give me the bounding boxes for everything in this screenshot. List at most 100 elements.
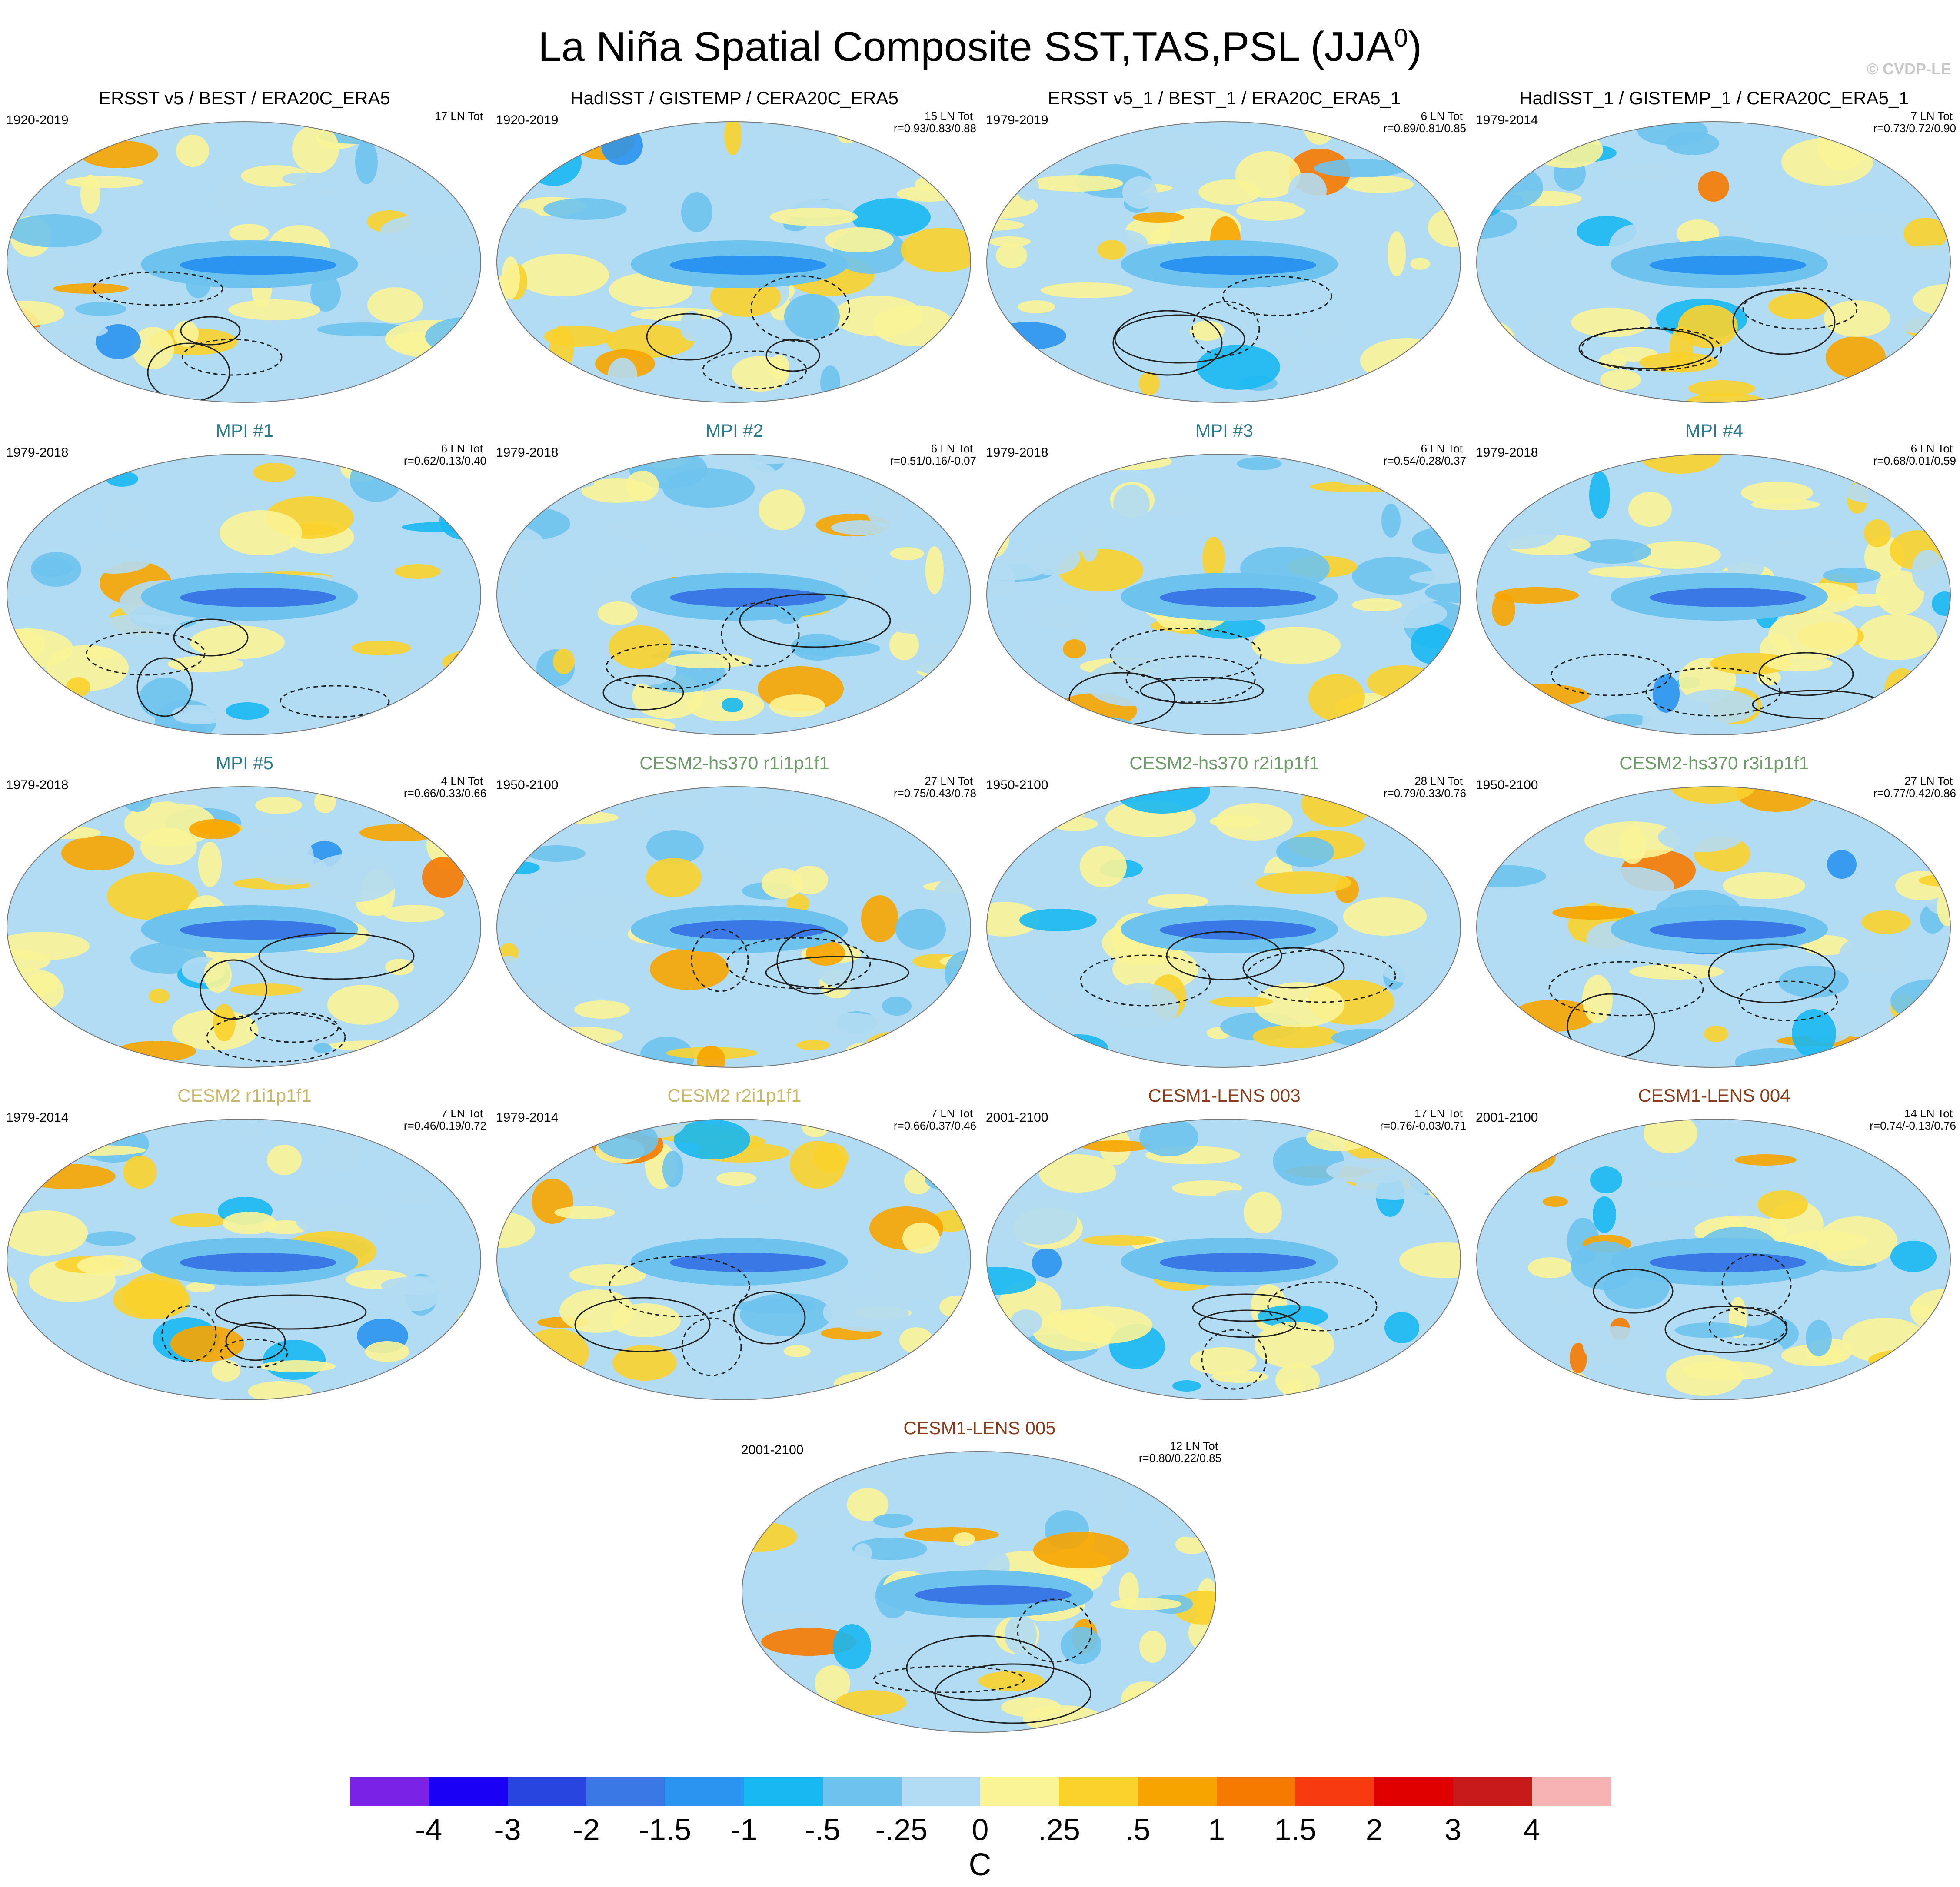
cool-anomaly [516, 985, 580, 1028]
cool-anomaly [1658, 822, 1743, 852]
cool-anomaly [31, 552, 81, 587]
psl-contour [726, 937, 871, 989]
map-outline [496, 786, 971, 1068]
copyright-label: © CVDP-LE [1867, 60, 1951, 78]
cool-anomaly [866, 490, 906, 527]
cool-anomaly [1011, 1384, 1095, 1400]
warm-anomaly [213, 1004, 236, 1041]
panel-years: 1979-2018 [986, 445, 1048, 460]
warm-anomaly [460, 1133, 481, 1146]
cool-anomaly [752, 792, 777, 806]
warm-anomaly [422, 857, 464, 898]
cool-anomaly [736, 1299, 817, 1314]
cool-anomaly [7, 460, 63, 480]
cold-tongue-core [180, 1253, 336, 1272]
panel-years: 1979-2018 [6, 445, 69, 460]
colorbar-cell [586, 1777, 666, 1806]
warm-anomaly [63, 460, 83, 476]
warm-anomaly [28, 826, 101, 839]
warm-anomaly [1629, 964, 1724, 980]
warm-anomaly [1903, 218, 1948, 250]
cool-anomaly [100, 498, 140, 533]
warm-anomaly [650, 948, 729, 990]
warm-anomaly [1340, 375, 1421, 398]
cool-anomaly [871, 1254, 940, 1296]
cool-anomaly [1135, 131, 1205, 166]
panel-title: MPI #4 [1685, 420, 1744, 441]
panel-correlation: r=0.80/0.22/0.85 [1138, 1452, 1221, 1465]
cold-tongue-core [670, 256, 826, 275]
cool-anomaly [722, 698, 743, 712]
warm-anomaly [765, 1452, 812, 1479]
colorbar-cell [1453, 1777, 1532, 1806]
warm-anomaly [953, 1532, 975, 1546]
warm-anomaly [987, 718, 1028, 735]
colorbar-tick-label: -1 [730, 1813, 758, 1847]
cool-anomaly [48, 139, 103, 153]
warm-anomaly [1080, 846, 1127, 887]
warm-anomaly [65, 176, 143, 188]
warm-anomaly [20, 1164, 116, 1189]
colorbar-cell [429, 1777, 508, 1806]
panel-correlation: r=0.76/-0.03/0.71 [1380, 1119, 1466, 1132]
cool-anomaly [1477, 1339, 1501, 1385]
warm-anomaly [1757, 1190, 1808, 1219]
cool-anomaly [528, 845, 586, 862]
colorbar-cell [1531, 1777, 1611, 1806]
cool-anomaly [730, 454, 802, 464]
warm-anomaly [212, 1360, 240, 1382]
colorbar-cell [822, 1777, 902, 1806]
cool-anomaly [1635, 1179, 1730, 1190]
warm-anomaly [21, 1383, 83, 1399]
psl-contour [1664, 1306, 1788, 1353]
warm-anomaly [367, 287, 423, 323]
cool-anomaly [389, 386, 412, 402]
cool-anomaly [226, 702, 269, 720]
panel-title: CESM2-hs370 r3i1p1f1 [1619, 753, 1809, 773]
warm-anomaly [553, 649, 575, 674]
warm-anomaly [626, 471, 659, 501]
map-panel: CESM1-LENS 003 2001-2100 17 LN Tot r=0.76/-… [980, 1084, 1469, 1406]
cool-anomaly [618, 1337, 667, 1348]
warm-anomaly [866, 1030, 946, 1057]
warm-anomaly [1175, 1535, 1208, 1554]
cool-anomaly [891, 622, 948, 634]
cool-anomaly [882, 997, 912, 1016]
panel-event-count: 6 LN Tot [1421, 442, 1463, 455]
robinson-map [7, 121, 481, 403]
warm-anomaly [769, 355, 789, 379]
cool-anomaly [1375, 937, 1437, 983]
warm-anomaly [255, 797, 302, 814]
warm-anomaly [1857, 614, 1937, 660]
cool-anomaly [549, 363, 603, 395]
cool-anomaly [869, 710, 948, 735]
panel-correlation: r=0.75/0.43/0.78 [893, 787, 976, 800]
warm-anomaly [770, 208, 858, 226]
warm-anomaly [646, 858, 702, 897]
panel-event-count: 7 LN Tot [1910, 110, 1953, 123]
warm-anomaly [7, 1210, 88, 1256]
cold-tongue-core [915, 1585, 1072, 1605]
warm-anomaly [1244, 1192, 1282, 1233]
psl-contour [1742, 287, 1858, 330]
warm-anomaly [1735, 1154, 1797, 1166]
cool-anomaly [1890, 1350, 1950, 1383]
cool-anomaly [1086, 660, 1175, 706]
warm-anomaly [524, 811, 619, 824]
warm-anomaly [612, 1345, 677, 1381]
warm-anomaly [53, 283, 129, 294]
warm-anomaly [835, 1690, 907, 1715]
warm-anomaly [85, 647, 115, 660]
cool-anomaly [819, 958, 897, 991]
panel-years: 1920-2019 [496, 113, 559, 127]
cool-anomaly [813, 1013, 887, 1036]
panel-title: CESM2 r1i1p1f1 [177, 1085, 312, 1106]
warm-anomaly [1889, 383, 1907, 402]
warm-anomaly [1308, 674, 1365, 721]
cool-anomaly [1727, 477, 1752, 490]
cool-anomaly [1016, 174, 1039, 201]
warm-anomaly [327, 985, 399, 1025]
cool-anomaly [1305, 359, 1323, 375]
warm-anomaly [1060, 802, 1087, 818]
panel-correlation: r=0.66/0.33/0.66 [403, 787, 486, 800]
